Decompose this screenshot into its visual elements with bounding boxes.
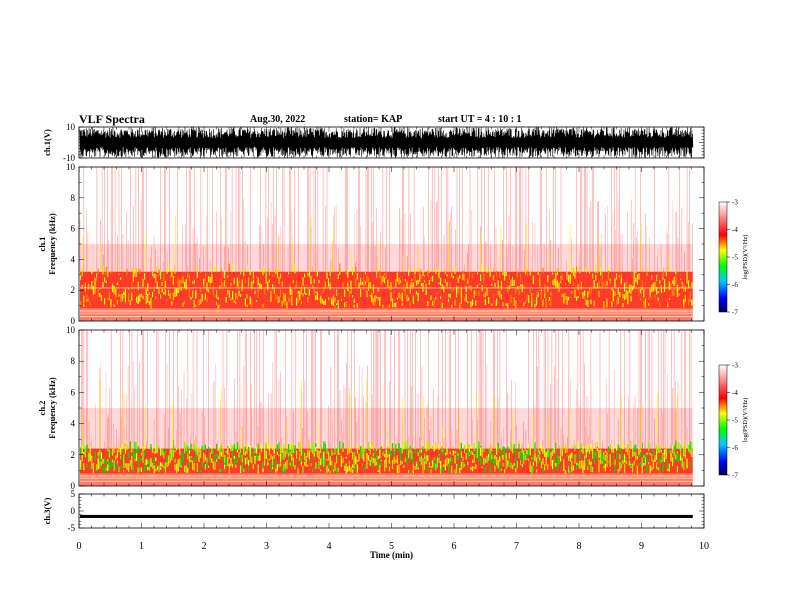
ch1-spectrogram bbox=[79, 167, 693, 321]
y-tick-label: 6 bbox=[71, 224, 76, 234]
colorbar-tick-label: -7 bbox=[732, 309, 738, 317]
x-tick-label: 2 bbox=[202, 541, 207, 552]
x-tick-label: 1 bbox=[139, 541, 144, 552]
colorbar-tick-label: -3 bbox=[732, 362, 738, 370]
colorbar-label: log(PSD)(V²/Hz) bbox=[742, 398, 749, 443]
x-tick-label: 7 bbox=[514, 541, 519, 552]
y-tick-label: 0 bbox=[71, 316, 76, 326]
colorbar-label: log(PSD)(V²/Hz) bbox=[742, 235, 749, 280]
colorbar-tick-label: -7 bbox=[732, 472, 738, 480]
colorbar-tick-label: -6 bbox=[732, 444, 738, 452]
x-tick-label: 6 bbox=[452, 541, 457, 552]
x-tick-label: 4 bbox=[327, 541, 332, 552]
colorbar-tick-label: -5 bbox=[732, 254, 738, 262]
y-tick-label: 4 bbox=[71, 419, 76, 429]
y-tick-label: 6 bbox=[71, 387, 76, 397]
panel-frame-4 bbox=[78, 493, 705, 529]
colorbar-tick-label: -5 bbox=[732, 417, 738, 425]
y-tick-label: 10 bbox=[66, 162, 76, 172]
x-tick-label: 10 bbox=[699, 541, 709, 552]
y-tick-label: 4 bbox=[71, 254, 76, 264]
y-tick-label: -5 bbox=[68, 523, 76, 533]
y-tick-label: 2 bbox=[71, 450, 76, 460]
y-axis-label: ch.3(V) bbox=[42, 497, 52, 524]
y-axis-label: ch.1(V) bbox=[42, 129, 52, 156]
y-axis-label: ch.2 bbox=[37, 401, 47, 416]
y-axis-label: Frequency (kHz) bbox=[47, 213, 57, 275]
y-tick-label: 8 bbox=[71, 356, 76, 366]
y-axis-label: Frequency (kHz) bbox=[47, 377, 57, 439]
colorbar-tick-label: -4 bbox=[732, 389, 738, 397]
x-tick-label: 5 bbox=[389, 541, 394, 552]
start-time-label: start UT = 4 : 10 : 1 bbox=[438, 114, 522, 125]
y-tick-label: 2 bbox=[71, 285, 76, 295]
y-tick-label: -10 bbox=[63, 153, 75, 163]
x-tick-label: 3 bbox=[264, 541, 269, 552]
ch3-trace bbox=[80, 514, 693, 518]
x-tick-label: 9 bbox=[639, 541, 644, 552]
ch2-spectrogram bbox=[79, 330, 693, 486]
date-label: Aug.30, 2022 bbox=[250, 114, 306, 125]
x-axis-label: Time (min) bbox=[370, 550, 413, 560]
x-tick-label: 0 bbox=[77, 541, 82, 552]
colorbar-ch2 bbox=[718, 364, 728, 476]
chart-title: VLF Spectra bbox=[79, 112, 145, 126]
colorbar-tick-label: -3 bbox=[732, 199, 738, 207]
y-tick-label: 0 bbox=[71, 506, 76, 516]
colorbar-tick-label: -4 bbox=[732, 226, 738, 234]
y-tick-label: 10 bbox=[66, 325, 76, 335]
x-tick-label: 8 bbox=[577, 541, 582, 552]
ch1-waveform bbox=[79, 126, 694, 159]
colorbar-tick-label: -6 bbox=[732, 281, 738, 289]
station-label: station= KAP bbox=[344, 114, 403, 125]
y-axis-label: ch.1 bbox=[37, 237, 47, 252]
y-tick-label: 8 bbox=[71, 193, 76, 203]
y-tick-label: 5 bbox=[71, 489, 76, 499]
y-tick-label: 0 bbox=[71, 481, 76, 491]
y-tick-label: 10 bbox=[66, 122, 76, 132]
colorbar-ch1 bbox=[718, 201, 728, 313]
